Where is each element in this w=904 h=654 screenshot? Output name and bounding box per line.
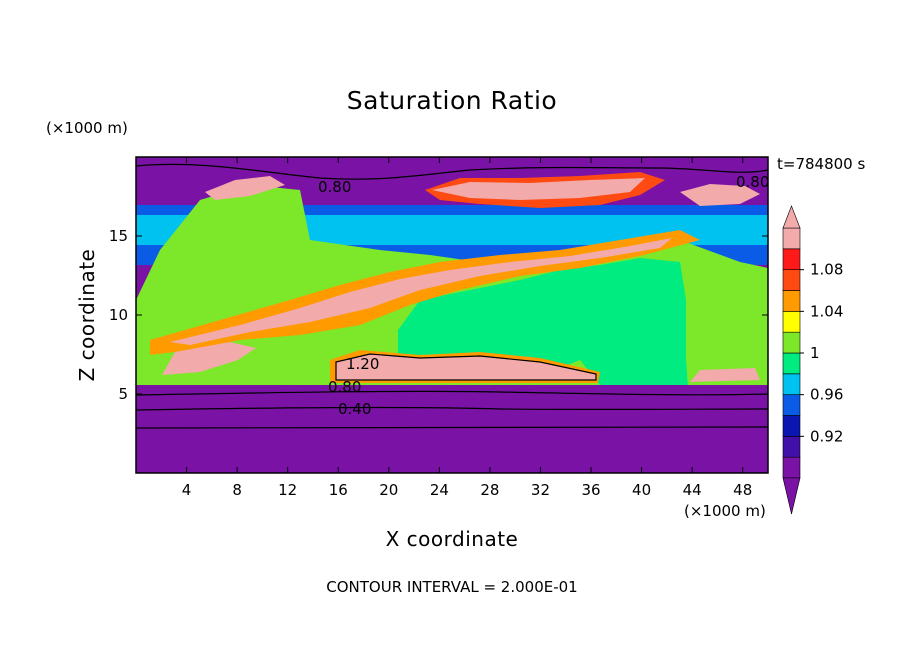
colorbar-swatch [782, 331, 801, 354]
upper-left-pink-cloud [205, 176, 285, 200]
colorbar: 1.08 1.04 1 0.96 0.92 [782, 205, 843, 515]
colorbar-tick-label: 1.04 [810, 302, 843, 320]
colorbar-swatch [782, 373, 801, 395]
y-axis-unit: (×1000 m) [46, 119, 128, 137]
lower-pink-shelf [336, 354, 596, 380]
colorbar-swatch [782, 415, 801, 437]
upper-pink-cloud [432, 178, 645, 200]
x-tick-label: 28 [480, 481, 499, 499]
x-tick-label: 44 [683, 481, 702, 499]
lower-stable-layer [136, 385, 768, 473]
x-tick-label: 48 [733, 481, 752, 499]
colorbar-swatch [782, 436, 801, 458]
y-axis-ticks: 5 10 15 [109, 227, 768, 403]
colorbar-swatch [782, 248, 801, 270]
x-axis-label: X coordinate [386, 527, 519, 551]
colorbar-tick-label: 1 [810, 344, 820, 362]
y-tick-label: 10 [109, 306, 128, 324]
contour-line-upper [136, 163, 768, 180]
x-axis-ticks: 4 8 12 16 20 24 28 32 36 40 44 48 [182, 157, 752, 499]
right-pink-shelf [690, 368, 760, 382]
contour-label: 0.80 [736, 173, 769, 191]
y-tick-label: 5 [118, 385, 128, 403]
green-edge [690, 295, 768, 385]
x-tick-label: 20 [379, 481, 398, 499]
left-pink-shelf [162, 342, 256, 375]
y-tick-label: 15 [109, 227, 128, 245]
colorbar-swatch [782, 456, 801, 479]
upper-right-pink-cloud [680, 184, 760, 206]
x-axis-unit: (×1000 m) [684, 502, 766, 520]
colorbar-swatch [782, 269, 801, 291]
contour-label: 0.40 [338, 400, 371, 418]
colorbar-bottom-arrow [782, 477, 801, 515]
x-tick-label: 8 [232, 481, 242, 499]
colorbar-swatch [782, 311, 801, 333]
y-axis-label: Z coordinate [75, 249, 99, 382]
pink-band [170, 238, 672, 345]
contour-label: 0.80 [328, 378, 361, 396]
colorbar-swatch [782, 227, 801, 250]
colorbar-swatch [782, 290, 801, 312]
heatmap-field [136, 157, 768, 473]
colorbar-tick-label: 0.92 [810, 427, 843, 445]
colorbar-swatch [782, 394, 801, 416]
colorbar-swatch [782, 352, 801, 375]
x-tick-label: 36 [581, 481, 600, 499]
contour-line-120 [335, 353, 597, 381]
x-tick-label: 32 [531, 481, 550, 499]
x-tick-label: 12 [278, 481, 297, 499]
colorbar-tick-label: 1.08 [810, 261, 843, 279]
contour-line-080 [136, 390, 768, 396]
contour-label: 1.20 [346, 355, 379, 373]
time-label: t=784800 s [777, 155, 866, 173]
colorbar-tick-label: 0.96 [810, 386, 843, 404]
contour-interval-note: CONTOUR INTERVAL = 2.000E-01 [326, 578, 578, 596]
saturated-column-right [590, 262, 688, 388]
colorbar-top-arrow [782, 205, 801, 229]
x-tick-label: 40 [632, 481, 651, 499]
x-tick-label: 4 [182, 481, 192, 499]
contour-line-040 [136, 406, 768, 411]
x-tick-label: 24 [430, 481, 449, 499]
chart-title: Saturation Ratio [346, 86, 558, 115]
contour-label: 0.80 [318, 178, 351, 196]
x-tick-label: 16 [329, 481, 348, 499]
